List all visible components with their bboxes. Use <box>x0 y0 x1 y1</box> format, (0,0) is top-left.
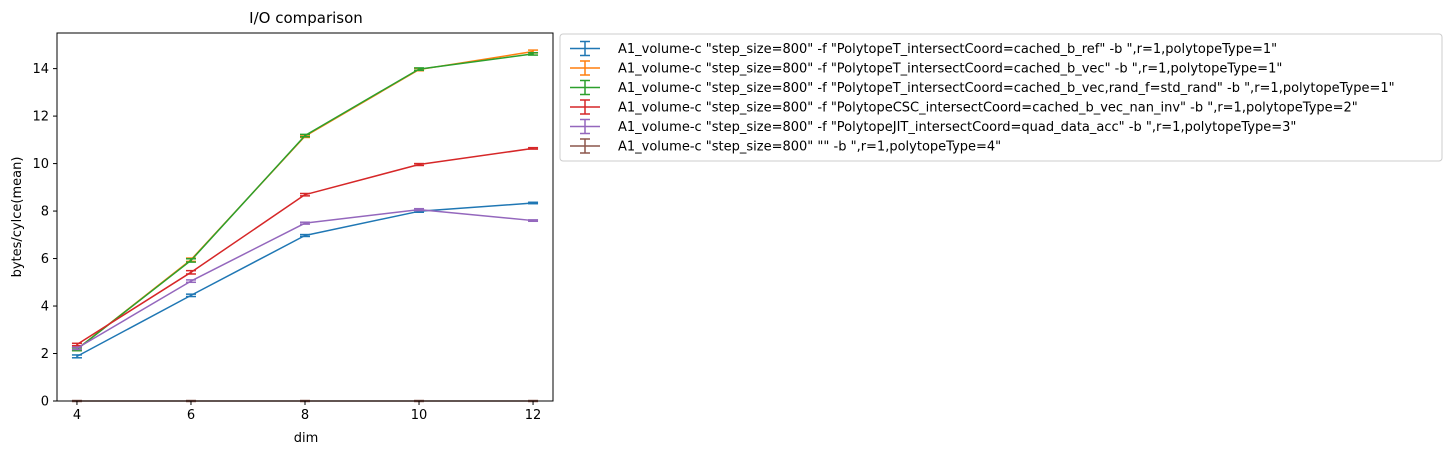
series-line <box>76 50 534 350</box>
legend-label: A1_volume-c "step_size=800" -f "Polytope… <box>618 81 1395 96</box>
error-bar <box>185 279 196 284</box>
legend-entry: A1_volume-c "step_size=800" -f "Polytope… <box>570 99 1358 116</box>
legend-entry: A1_volume-c "step_size=800" -f "Polytope… <box>570 60 1282 77</box>
error-bar <box>414 67 425 72</box>
axes-box <box>56 32 554 402</box>
plot-area <box>71 49 539 403</box>
series-line <box>76 53 534 350</box>
error-bar <box>71 354 82 359</box>
axes-frame <box>56 32 554 402</box>
legend-label: A1_volume-c "step_size=800" -f "Polytope… <box>618 42 1277 57</box>
y-tick-label: 4 <box>41 300 49 315</box>
error-bar <box>300 221 310 225</box>
y-tick-label: 0 <box>41 395 49 410</box>
legend-label: A1_volume-c "step_size=800" "" -b ",r=1,… <box>618 140 1001 155</box>
error-bar <box>300 233 310 238</box>
error-bar <box>71 346 82 351</box>
y-tick-label: 12 <box>32 110 49 125</box>
x-tick-label: 10 <box>411 408 428 423</box>
series-line <box>76 147 534 346</box>
chart-title: I/O comparison <box>249 9 363 27</box>
y-tick-label: 10 <box>32 157 49 172</box>
error-bar <box>300 133 310 138</box>
x-tick-label: 8 <box>301 408 309 423</box>
legend-entry: A1_volume-c "step_size=800" "" -b ",r=1,… <box>570 138 1001 155</box>
legend: A1_volume-c "step_size=800" -f "Polytope… <box>559 33 1443 162</box>
series-2 <box>71 49 539 352</box>
y-tick-label: 6 <box>41 252 49 267</box>
x-tick-label: 12 <box>525 408 542 423</box>
legend-box <box>559 33 1443 162</box>
error-bar <box>528 51 539 56</box>
error-bar <box>414 207 425 212</box>
error-bar <box>414 162 425 167</box>
error-bar <box>71 342 82 347</box>
y-axis-label: bytes/cylce(mean) <box>10 157 25 278</box>
y-tick-label: 14 <box>32 62 49 77</box>
series-4 <box>71 146 539 347</box>
series-1 <box>71 201 539 359</box>
error-bar <box>185 258 196 263</box>
x-axis: 4 6 8 10 12 <box>73 401 542 423</box>
y-tick-label: 2 <box>41 347 49 362</box>
error-bar <box>300 192 310 197</box>
error-bar <box>528 201 539 205</box>
legend-label: A1_volume-c "step_size=800" -f "Polytope… <box>618 120 1296 135</box>
x-axis-label: dim <box>294 431 319 446</box>
series-line <box>76 208 534 349</box>
error-bar <box>528 219 539 223</box>
legend-label: A1_volume-c "step_size=800" -f "Polytope… <box>618 62 1282 77</box>
series-5 <box>71 207 539 351</box>
y-tick-label: 8 <box>41 205 49 220</box>
legend-label: A1_volume-c "step_size=800" -f "Polytope… <box>618 101 1358 116</box>
error-bar <box>185 269 196 275</box>
legend-entry: A1_volume-c "step_size=800" -f "Polytope… <box>570 79 1395 96</box>
series-line <box>76 202 534 358</box>
x-tick-label: 4 <box>73 408 81 423</box>
error-bar <box>528 146 539 150</box>
legend-entry: A1_volume-c "step_size=800" -f "Polytope… <box>570 40 1277 57</box>
legend-entry: A1_volume-c "step_size=800" -f "Polytope… <box>570 118 1296 135</box>
series-3 <box>71 51 539 352</box>
error-bar <box>185 293 196 298</box>
x-tick-label: 6 <box>187 408 195 423</box>
y-axis: 0 2 4 6 8 10 12 14 <box>32 62 57 410</box>
